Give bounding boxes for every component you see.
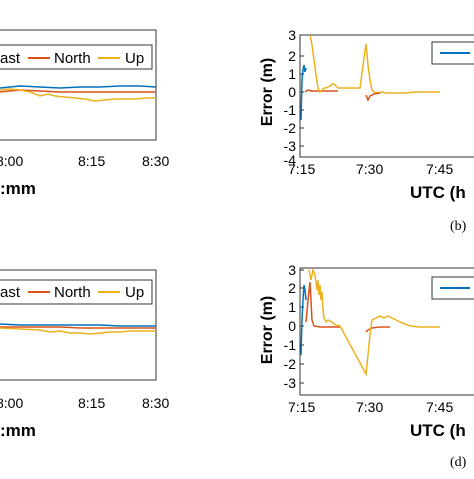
panel-b-ytick-3: 0 [288, 84, 296, 100]
panel-d-xlabel: UTC (h [410, 421, 466, 440]
panel-a-line-north [0, 89, 156, 93]
panel-a-xtick-2: 8:30 [142, 153, 169, 169]
panel-d-legend [431, 276, 474, 300]
panel-b-xlabel: UTC (h [410, 183, 466, 202]
panel-b-line-orange-dark [365, 92, 381, 102]
panel-c-legend: ast North Up [0, 279, 153, 305]
panel-d-ytick-3: 0 [288, 318, 296, 334]
panel-d-ytick-5: -2 [284, 356, 297, 372]
panel-b-ytick-7: -4 [284, 152, 297, 168]
panel-a-legend-east: ast [0, 50, 21, 67]
panel-a-xtick-1: 8:15 [78, 153, 105, 169]
panel-d-axes [299, 267, 474, 396]
panel-b-ytick-4: -1 [284, 102, 297, 118]
panel-a-legend: ast North Up [0, 44, 153, 70]
panel-b-ytick-0: 3 [288, 27, 296, 43]
panel-a-xtick-0: 8:00 [0, 153, 23, 169]
panel-b-ytick-5: -2 [284, 120, 297, 136]
panel-b-xtick-1: 7:30 [356, 161, 383, 177]
panel-b-line-blue [300, 64, 307, 121]
panel-b-label: (b) [450, 219, 467, 234]
panel-b-ytick-6: -3 [284, 138, 297, 154]
panel-a-legend-north: North [54, 50, 91, 67]
panel-d-ytick-0: 3 [288, 262, 296, 278]
panel-d: Error (m) 3 2 1 0 -1 -2 -3 7:15 7:30 7:4… [259, 262, 474, 470]
panel-d-line-red-b [365, 326, 390, 333]
panel-c-xtick-0: 8:00 [0, 395, 23, 411]
panel-d-ytick-6: -3 [284, 375, 297, 391]
panel-c-legend-east: ast [0, 284, 21, 301]
panel-c: ast North Up 8:00 8:15 8:30 :mm [0, 269, 169, 440]
panel-b-ylabel: Error (m) [259, 58, 276, 126]
panel-a-line-east [0, 85, 157, 89]
panel-d-xtick-1: 7:30 [356, 399, 383, 415]
panel-a-legend-box [0, 44, 153, 70]
panel-b-legend [431, 41, 474, 65]
panel-c-xtick-1: 8:15 [78, 395, 105, 411]
panel-b-line-red [304, 89, 338, 93]
panel-b: Error (m) 3 2 1 0 -1 -2 -3 -4 7:15 7:30 … [259, 27, 474, 234]
panel-a-legend-up: Up [125, 50, 144, 67]
panel-a-line-up [0, 88, 156, 102]
panel-d-ytick-2: 1 [288, 299, 296, 315]
panel-d-ylabel: Error (m) [259, 296, 276, 364]
panel-b-xtick-2: 7:45 [426, 161, 453, 177]
panel-b-axes [299, 34, 474, 158]
panel-c-xlabel: :mm [0, 421, 36, 440]
panel-c-xtick-2: 8:30 [142, 395, 169, 411]
panel-b-xtick-0: 7:15 [288, 161, 315, 177]
panel-d-ytick-1: 2 [288, 280, 296, 296]
panel-b-ytick-1: 2 [288, 48, 296, 64]
panel-d-label: (d) [450, 455, 467, 470]
panel-b-line-yellow [309, 34, 440, 94]
panel-a-xlabel: :mm [0, 179, 36, 198]
panel-a: ast North Up 8:00 8:15 8:30 :mm [0, 29, 169, 198]
panel-d-line-yellow [308, 267, 440, 377]
panel-d-xtick-0: 7:15 [288, 399, 315, 415]
panel-c-legend-up: Up [125, 284, 144, 301]
panel-d-xtick-2: 7:45 [426, 399, 453, 415]
panel-c-legend-box [0, 279, 153, 305]
panel-c-line-east [0, 323, 156, 327]
panel-c-legend-north: North [54, 284, 91, 301]
panel-a-axes [0, 29, 157, 141]
panel-c-line-up [0, 327, 156, 335]
panel-d-line-red [305, 281, 340, 328]
panel-d-ytick-4: -1 [284, 337, 297, 353]
panel-d-line-blue [300, 284, 307, 356]
panel-c-axes [0, 269, 157, 381]
panel-b-ytick-2: 1 [288, 66, 296, 82]
panel-c-line-north [0, 326, 156, 329]
